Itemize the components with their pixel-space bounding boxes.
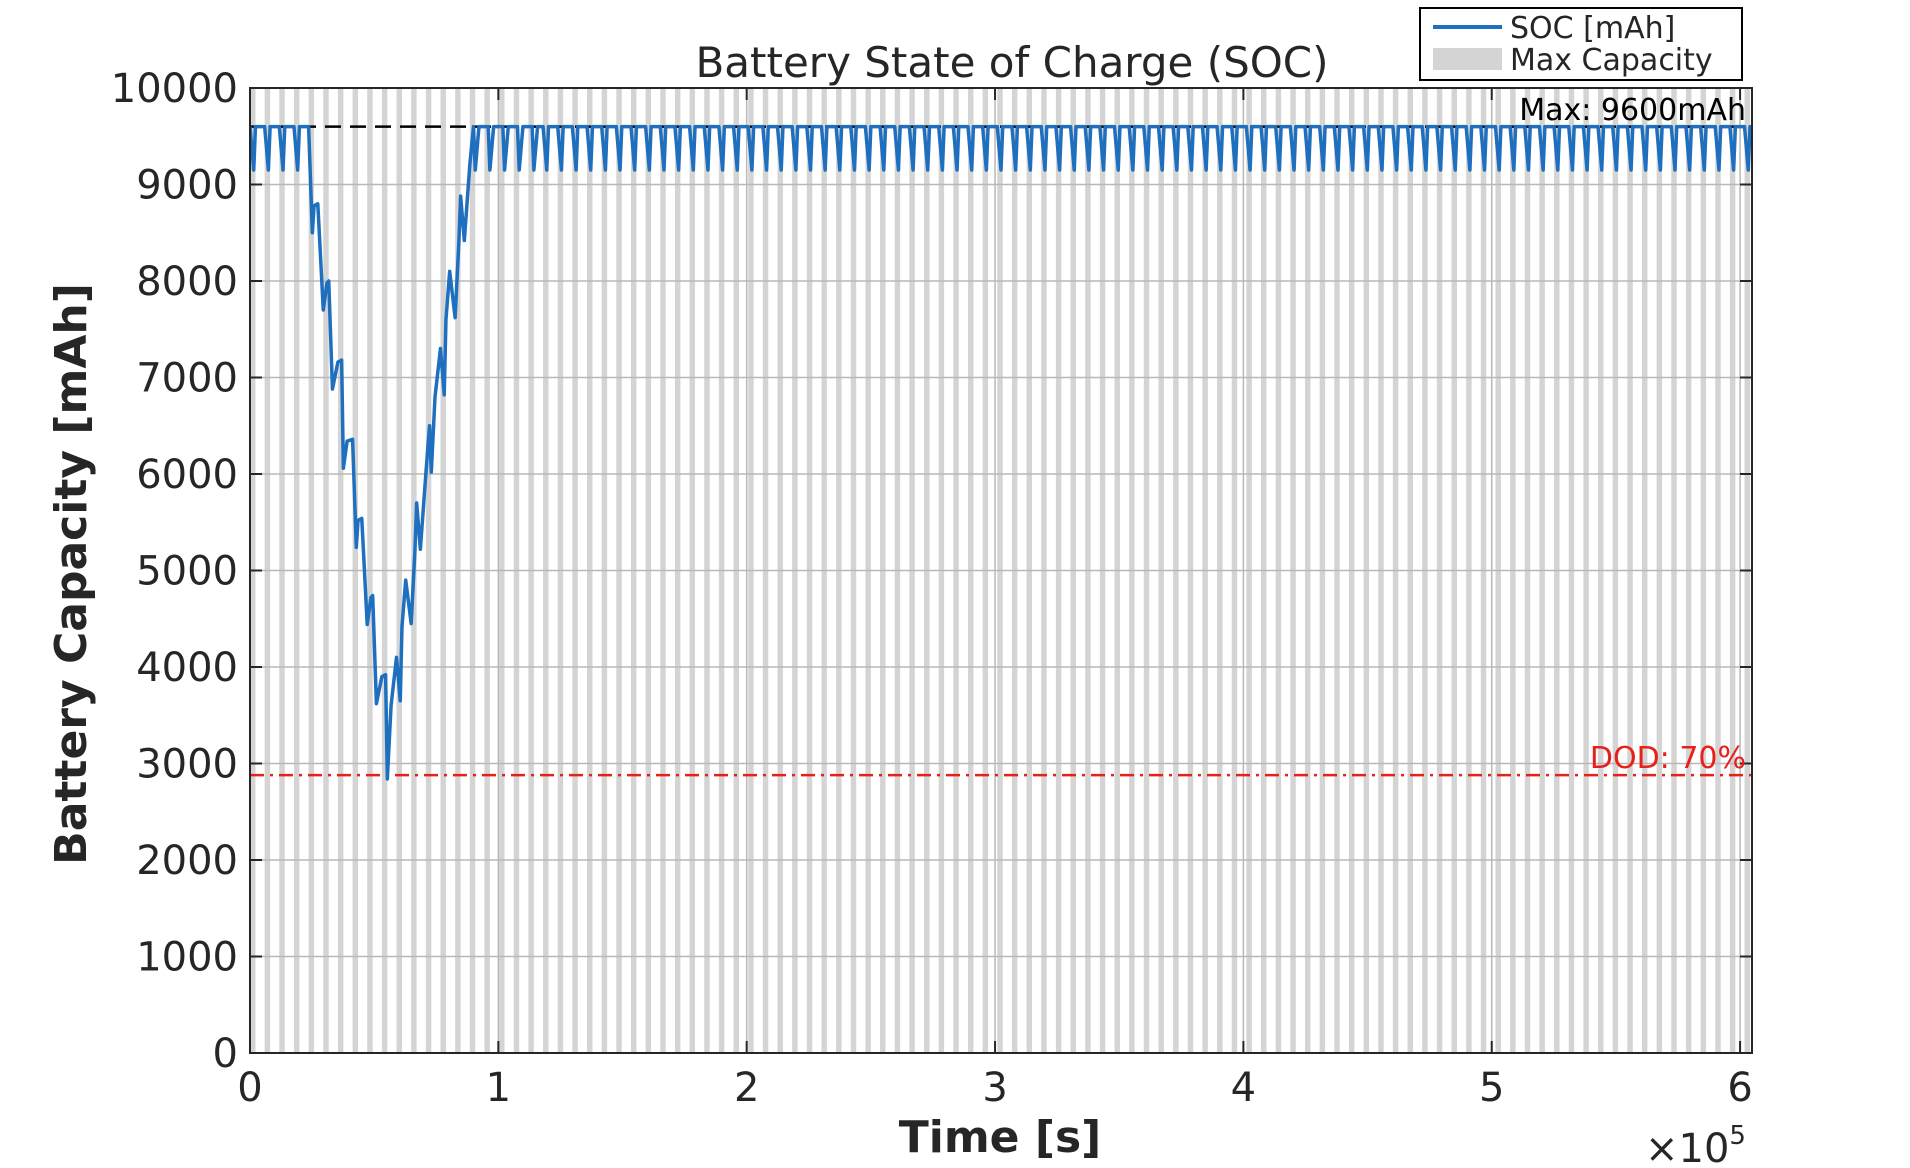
legend-soc-label: SOC [mAh] <box>1510 11 1675 46</box>
x-tick-label-4: 4 <box>1231 1065 1256 1111</box>
grid-lines <box>250 88 1752 1053</box>
soc-series-line <box>250 124 1752 781</box>
tick-labels: 0 1000 2000 3000 4000 5000 6000 7000 8000 9000 100… <box>111 66 1753 1111</box>
soc-series-group <box>250 124 1752 781</box>
y-tick-label-6000: 6000 <box>136 452 238 498</box>
x-tick-label-0: 0 <box>237 1065 262 1111</box>
x-axis-label: Time [s] <box>899 1112 1102 1163</box>
legend-max-capacity-label: Max Capacity <box>1510 43 1713 78</box>
x-exponent-base: ×10 <box>1645 1126 1729 1168</box>
x-tick-label-5: 5 <box>1479 1065 1504 1111</box>
y-tick-label-2000: 2000 <box>136 838 238 884</box>
dod-annotation: DOD: 70% <box>1590 741 1746 776</box>
y-tick-label-4000: 4000 <box>136 645 238 691</box>
x-exponent-power: 5 <box>1729 1121 1746 1151</box>
x-tick-label-6: 6 <box>1727 1065 1752 1111</box>
y-tick-label-7000: 7000 <box>136 356 238 402</box>
axes-frame <box>249 87 1753 1054</box>
y-tick-label-5000: 5000 <box>136 549 238 595</box>
legend-max-capacity-swatch <box>1433 48 1502 70</box>
y-tick-label-1000: 1000 <box>136 935 238 981</box>
chart-title: Battery State of Charge (SOC) <box>695 38 1328 87</box>
y-tick-label-8000: 8000 <box>136 259 238 305</box>
legend: SOC [mAh] Max Capacity <box>1419 7 1743 81</box>
x-tick-label-3: 3 <box>982 1065 1007 1111</box>
x-tick-label-2: 2 <box>734 1065 759 1111</box>
x-tick-label-1: 1 <box>486 1065 511 1111</box>
y-tick-label-3000: 3000 <box>136 742 238 788</box>
y-tick-label-10000: 10000 <box>111 66 238 112</box>
x-exponent-label: ×105 <box>1645 1121 1746 1168</box>
max-capacity-annotation: Max: 9600mAh <box>1519 93 1746 128</box>
y-tick-label-9000: 9000 <box>136 163 238 209</box>
y-axis-label: Battery Capacity [mAh] <box>46 283 97 865</box>
y-tick-label-0: 0 <box>213 1031 238 1077</box>
